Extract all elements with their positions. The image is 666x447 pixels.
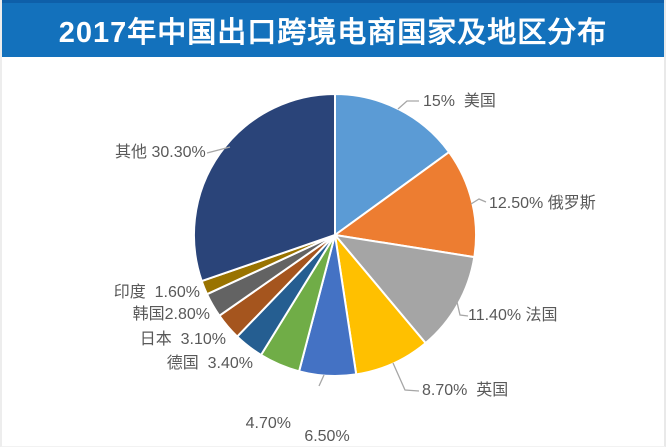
leader-line-france [456, 301, 469, 317]
pie-slice-others [192, 93, 336, 283]
slice-label-others: 其他 30.30% [115, 144, 206, 161]
slice-label-india: 印度 1.60% [113, 284, 200, 301]
pie-slice-us [334, 93, 451, 236]
slice-label-russia: 12.50% 俄罗斯 [489, 195, 596, 212]
pie-chart-svg [192, 93, 487, 392]
pie-slice-russia [334, 151, 477, 259]
leader-line-brazil [318, 374, 325, 387]
slice-label-us: 15% 美国 [423, 93, 496, 110]
slice-label-germany: 德国 3.40% [166, 355, 253, 372]
pie-slices [192, 93, 477, 377]
slice-label-canada-pct: 4.70% [245, 415, 291, 432]
header-banner: 2017年中国出口跨境电商国家及地区分布 [2, 0, 664, 57]
leader-line-us [397, 100, 419, 110]
slice-label-japan: 日本 3.10% [139, 331, 226, 348]
slice-label-uk: 8.70% 英国 [422, 382, 509, 399]
slice-label-korea: 韩国2.80% [132, 306, 210, 323]
slice-label-brazil: 6.50% 巴西 [295, 387, 359, 446]
leader-line-russia [470, 198, 487, 205]
leader-lines [206, 100, 487, 392]
slice-label-brazil-pct: 6.50% [304, 428, 350, 445]
leader-line-uk [392, 362, 420, 392]
leader-line-others [206, 146, 231, 154]
slice-label-france: 11.40% 法国 [468, 307, 558, 324]
slice-label-canada: 4.70% 加拿大 [191, 374, 291, 446]
page-title: 2017年中国出口跨境电商国家及地区分布 [58, 17, 608, 49]
